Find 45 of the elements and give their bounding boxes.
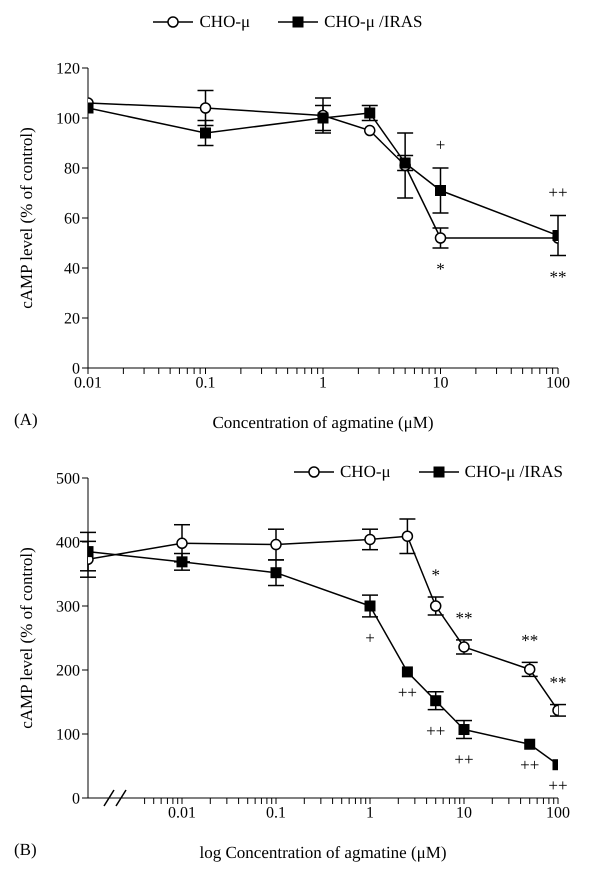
annotation: ++	[454, 750, 474, 770]
annotation: **	[456, 608, 472, 628]
y-tick-label: 80	[64, 160, 80, 178]
y-tick-label: 60	[64, 210, 80, 228]
y-tick-label: 40	[64, 260, 80, 278]
text: (A)	[14, 410, 38, 430]
x-tick-label: 1	[366, 804, 374, 822]
legend-label: CHO-μ /IRAS	[324, 12, 423, 32]
annotation: ++	[548, 776, 568, 795]
y-tick-label: 400	[56, 534, 80, 552]
y-tick-label: 500	[56, 470, 80, 488]
y-tick-label: 100	[56, 110, 80, 128]
text: (B)	[14, 840, 37, 860]
y-axis-title: cAMP level (% of control)	[17, 547, 36, 729]
x-tick-label: 0.1	[266, 804, 286, 822]
y-tick-label: 120	[56, 60, 80, 78]
x-axis-title: log Concentration of agmatine (μM)	[199, 843, 447, 862]
y-tick-label: 20	[64, 310, 80, 328]
x-tick-label: 10	[432, 374, 448, 392]
legend-label: CHO-μ	[199, 12, 250, 32]
x-tick-label: 0.1	[196, 374, 216, 392]
legend-label: CHO-μ	[340, 462, 391, 482]
x-tick-label: 0.01	[168, 804, 196, 822]
x-tick-label: 100	[546, 804, 570, 822]
annotation: **	[521, 630, 538, 650]
y-tick-label: 100	[56, 726, 80, 744]
y-tick-label: 300	[56, 598, 80, 616]
x-tick-label: 10	[456, 804, 472, 822]
annotation: **	[550, 268, 566, 287]
x-axis-title: Concentration of agmatine (μM)	[212, 413, 434, 432]
y-tick-label: 200	[56, 662, 80, 680]
annotation: +	[436, 136, 446, 154]
legend-label: CHO-μ /IRAS	[464, 462, 563, 482]
y-tick-label: 0	[72, 790, 80, 808]
y-axis-title: cAMP level (% of control)	[17, 127, 36, 309]
annotation: +	[365, 628, 375, 648]
x-tick-label: 100	[546, 374, 570, 392]
annotation: ++	[398, 682, 417, 702]
annotation: ++	[520, 755, 540, 774]
annotation: ++	[548, 183, 568, 202]
annotation: *	[436, 260, 445, 279]
x-tick-label: 1	[319, 374, 327, 392]
annotation: ++	[426, 721, 446, 740]
annotation: *	[431, 565, 440, 584]
annotation: **	[550, 673, 566, 692]
